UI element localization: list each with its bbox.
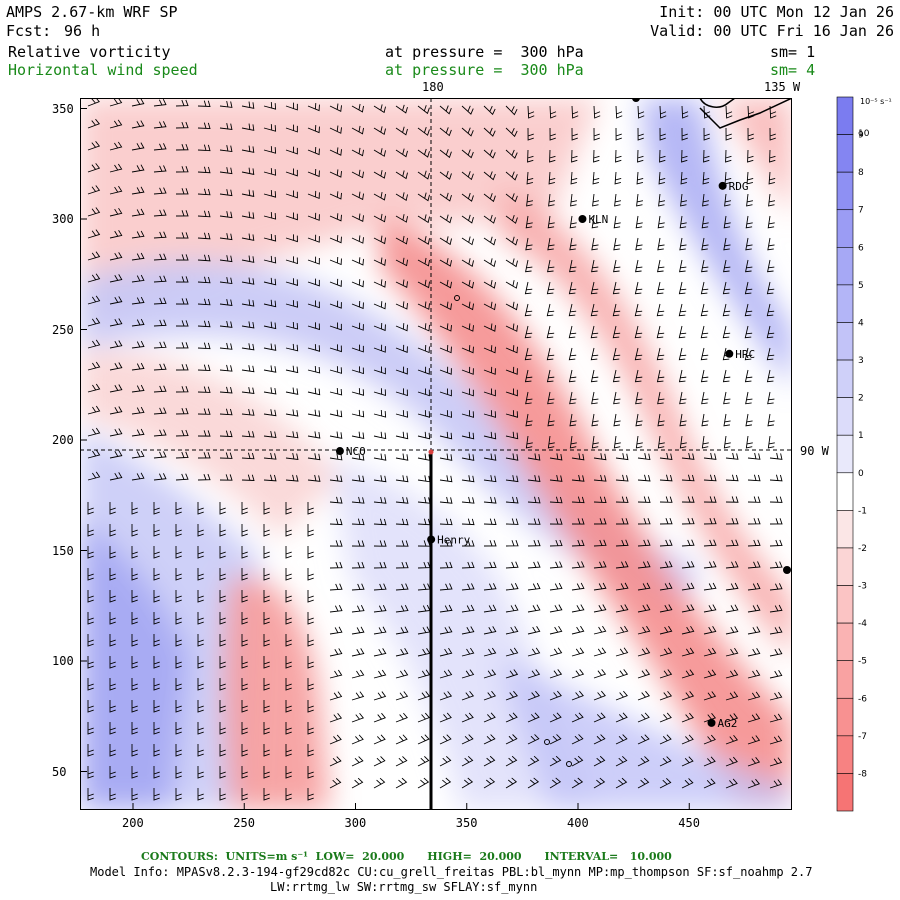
station-marker — [725, 349, 734, 358]
colorbar-label: -3 — [858, 582, 867, 592]
cross-section-start-marker — [428, 449, 434, 455]
station-marker — [427, 535, 436, 544]
colorbar-swatch — [836, 510, 854, 549]
colorbar-swatch — [836, 773, 854, 812]
vorticity-shading — [80, 98, 792, 810]
model-info-physics: LW:rrtmg_lw SW:rrtmg_sw SFLAY:sf_mynn — [270, 880, 538, 894]
field2-smoothing: sm= 4 — [770, 61, 816, 79]
x-tick-label: 400 — [567, 816, 589, 830]
vorticity-wind-map: RDG KLN HRC NCO Henry AG2 — [80, 98, 792, 810]
edge-station-marker — [783, 566, 791, 574]
colorbar-label: -5 — [858, 657, 867, 667]
colorbar-label: -1 — [858, 506, 867, 516]
model-info: Model Info: MPASv8.2.3-194-gf29cd82c CU:… — [90, 865, 813, 879]
y-tick-label: 250 — [52, 322, 74, 337]
colorbar-unit: 10⁻⁵ s⁻¹ — [860, 97, 892, 106]
colorbar-label: 4 — [858, 318, 864, 328]
station-label: KLN — [588, 213, 608, 226]
station-marker — [578, 215, 587, 223]
model-title: AMPS 2.67-km WRF SP — [6, 3, 178, 21]
station-marker — [707, 718, 716, 727]
colorbar-label: 5 — [858, 281, 864, 291]
colorbar-swatch — [836, 585, 854, 624]
wind-barbs — [87, 98, 783, 801]
field1-pressure: at pressure = 300 hPa — [385, 43, 584, 61]
station-marker — [718, 181, 727, 190]
open-circle-marker — [544, 739, 550, 745]
colorbar-swatch — [836, 284, 854, 323]
colorbar-label: 9 — [858, 131, 864, 141]
colorbar-swatch — [836, 96, 854, 135]
colorbar-label-top: 10 — [858, 129, 870, 139]
colorbar-label: -2 — [858, 544, 867, 554]
x-tick-label: 250 — [233, 816, 255, 830]
colorbar-swatch — [836, 247, 854, 286]
station-label: RDG — [729, 180, 749, 193]
colorbar-swatch — [836, 622, 854, 661]
colorbar-label: 1 — [858, 431, 864, 441]
colorbar-label: -6 — [858, 694, 867, 704]
y-tick-label: 350 — [52, 101, 74, 116]
x-tick-label: 450 — [678, 816, 700, 830]
colorbar-swatch — [836, 209, 854, 248]
forecast-label: Fcst: — [6, 22, 52, 40]
colorbar-label: 7 — [858, 206, 864, 216]
colorbar-swatch — [836, 134, 854, 173]
valid-time: Valid: 00 UTC Fri 16 Jan 26 — [650, 22, 894, 40]
station-label: HRC — [735, 348, 755, 361]
colorbar-label: -8 — [858, 769, 867, 779]
open-circle-marker — [566, 761, 572, 767]
y-tick-label: 100 — [52, 654, 74, 668]
x-tick-label: 350 — [455, 816, 478, 830]
colorbar-label: 2 — [858, 394, 864, 404]
station-label: Henry — [437, 533, 470, 546]
colorbar-swatch — [836, 434, 854, 474]
field2-pressure: at pressure = 300 hPa — [385, 61, 584, 79]
station-marker — [335, 447, 344, 456]
colorbar-label: -4 — [858, 619, 867, 629]
forecast-hour: 96 h — [64, 22, 101, 40]
contours-info: CONTOURS: UNITS=m s⁻¹ LOW= 20.000 HIGH= … — [141, 850, 672, 863]
colorbar-label: 6 — [858, 243, 864, 253]
colorbar-swatch — [836, 322, 854, 361]
parallel-90w-label: 90 W — [800, 444, 829, 458]
colorbar-swatch — [836, 397, 854, 436]
edge-station-marker-top — [632, 98, 640, 102]
colorbar-swatch — [836, 735, 854, 774]
open-circle-marker — [454, 295, 460, 301]
init-time: Init: 00 UTC Mon 12 Jan 26 — [659, 3, 894, 21]
coastline — [699, 98, 792, 129]
colorbar-label: 0 — [858, 469, 864, 479]
colorbar-swatch — [836, 359, 854, 398]
field1-name: Relative vorticity — [8, 43, 171, 61]
y-tick-label: 150 — [52, 543, 74, 558]
field1-smoothing: sm= 1 — [770, 43, 816, 61]
colorbar-swatch — [836, 660, 854, 699]
colorbar-label: 3 — [858, 356, 864, 366]
y-tick-label: 200 — [52, 433, 74, 447]
meridian-180-label: 180 — [422, 80, 444, 94]
meridian-135w-label: 135 W — [764, 80, 801, 94]
colorbar-swatch — [836, 547, 854, 586]
colorbar-label: -7 — [858, 732, 867, 742]
colorbar-swatch — [836, 472, 854, 511]
colorbar-label: 8 — [858, 168, 864, 178]
x-tick-label: 300 — [344, 816, 367, 830]
x-tick-label: 200 — [122, 816, 144, 830]
field2-name: Horizontal wind speed — [8, 61, 198, 79]
colorbar-swatch — [836, 697, 854, 737]
station-label: AG2 — [718, 717, 738, 730]
y-tick-label: 300 — [52, 212, 74, 226]
station-label: NCO — [346, 445, 366, 458]
colorbar-swatch — [836, 171, 854, 211]
y-tick-label: 50 — [52, 764, 67, 779]
